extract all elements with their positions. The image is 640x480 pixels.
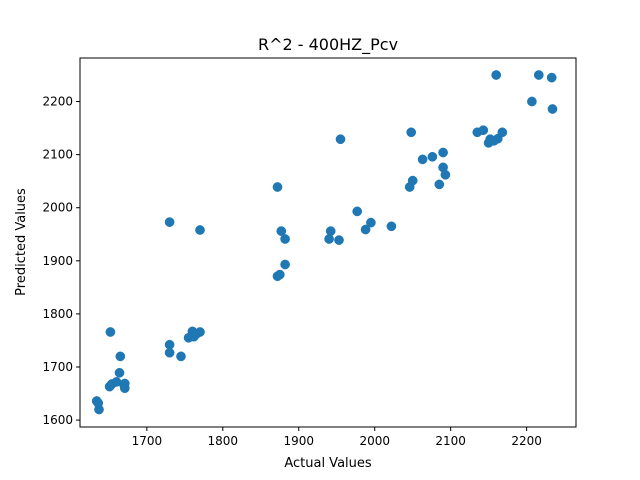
data-point-14 <box>164 217 175 227</box>
x-tick-label-1900: 1900 <box>283 434 314 448</box>
data-point-40 <box>427 151 438 162</box>
x-tick-label-1800: 1800 <box>208 434 239 448</box>
x-axis-label: Actual Values <box>284 456 372 471</box>
data-point-37 <box>406 127 417 138</box>
data-point-25 <box>280 234 290 244</box>
y-tick-label-2200: 2200 <box>42 95 73 109</box>
data-point-38 <box>407 175 418 186</box>
data-point-43 <box>438 147 448 158</box>
data-point-26 <box>280 259 290 270</box>
x-tick-label-1700: 1700 <box>132 434 163 448</box>
data-point-46 <box>478 125 489 136</box>
y-tick-label-1800: 1800 <box>42 307 73 321</box>
data-point-54 <box>533 70 544 80</box>
data-point-55 <box>546 72 557 83</box>
chart-title: R^2 - 400HZ_Pcv <box>258 35 398 55</box>
data-point-34 <box>366 217 376 228</box>
data-point-35 <box>386 221 397 232</box>
data-points <box>91 70 558 415</box>
data-point-56 <box>547 104 558 114</box>
data-point-30 <box>334 235 344 245</box>
plot-frame <box>79 57 577 428</box>
data-point-44 <box>440 169 451 180</box>
data-point-28 <box>324 234 334 244</box>
y-tick-label-2100: 2100 <box>42 148 73 162</box>
data-point-32 <box>352 206 363 217</box>
data-point-31 <box>335 134 346 145</box>
x-tick-label-2100: 2100 <box>435 434 466 448</box>
x-tick-label-2200: 2200 <box>511 434 542 448</box>
data-point-11 <box>119 378 130 389</box>
y-tick-label-1700: 1700 <box>42 360 73 374</box>
x-axis-ticks: 1700 1800 1900 2000 2100 2200 <box>132 427 542 448</box>
data-point-41 <box>434 179 445 190</box>
data-point-50 <box>491 70 502 80</box>
data-point-52 <box>497 127 508 138</box>
y-axis-ticks: 1600 1700 1800 1900 2000 2100 2200 <box>42 95 80 427</box>
data-point-23 <box>274 269 285 280</box>
y-tick-label-1900: 1900 <box>42 254 73 268</box>
data-point-13 <box>164 347 175 358</box>
data-point-39 <box>417 154 428 165</box>
data-point-8 <box>105 327 116 337</box>
y-tick-label-1600: 1600 <box>42 413 73 427</box>
data-point-29 <box>325 226 336 236</box>
y-tick-label-2000: 2000 <box>42 201 73 215</box>
data-point-21 <box>195 225 205 235</box>
data-point-53 <box>527 96 537 107</box>
data-point-2 <box>94 404 104 415</box>
data-point-6 <box>114 367 125 378</box>
data-point-33 <box>360 224 371 235</box>
y-axis-label: Predicted Values <box>14 188 29 296</box>
data-point-24 <box>276 226 287 236</box>
data-point-20 <box>195 327 205 337</box>
x-tick-label-2000: 2000 <box>359 434 390 448</box>
data-point-15 <box>176 351 186 362</box>
data-point-27 <box>272 182 283 192</box>
data-point-7 <box>115 351 126 362</box>
